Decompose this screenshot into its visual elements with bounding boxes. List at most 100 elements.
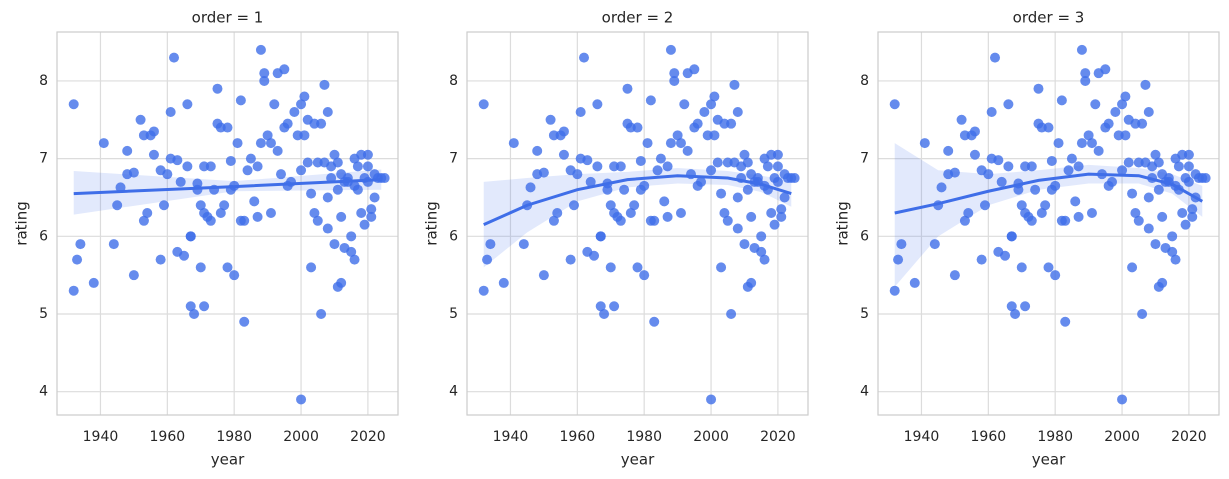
data-point	[1076, 138, 1087, 149]
confidence-band	[483, 167, 792, 268]
data-point	[896, 239, 907, 250]
data-point	[215, 208, 226, 219]
y-tick-label: 5	[449, 306, 458, 322]
data-point	[212, 83, 223, 94]
data-point	[362, 161, 373, 172]
data-point	[629, 200, 640, 211]
data-point	[508, 138, 519, 149]
data-point	[1137, 118, 1148, 129]
data-point	[662, 211, 673, 222]
data-point	[592, 99, 603, 110]
data-point	[558, 126, 569, 137]
data-point	[296, 394, 307, 405]
data-point	[919, 138, 930, 149]
y-tick-label: 7	[860, 151, 869, 167]
data-point	[1143, 192, 1154, 203]
data-point	[336, 277, 347, 288]
data-point	[893, 254, 904, 265]
data-point	[192, 178, 203, 189]
regression-line	[73, 178, 382, 196]
data-point	[478, 285, 489, 296]
data-point	[259, 75, 270, 86]
data-point	[306, 188, 317, 199]
y-tick-label: 7	[449, 151, 458, 167]
data-point	[182, 99, 193, 110]
data-point	[615, 215, 626, 226]
data-point	[1086, 208, 1097, 219]
data-point	[929, 239, 940, 250]
data-point	[1050, 180, 1061, 191]
data-point	[625, 208, 636, 219]
data-point	[963, 208, 974, 219]
data-point	[639, 180, 650, 191]
data-point	[75, 239, 86, 250]
data-point	[979, 200, 990, 211]
data-point	[1040, 200, 1051, 211]
data-point	[1026, 215, 1037, 226]
x-tick-label: 1960	[971, 429, 1007, 445]
y-tick-label: 6	[449, 228, 458, 244]
data-point	[1177, 208, 1188, 219]
data-point	[1140, 79, 1151, 90]
data-point	[1026, 161, 1037, 172]
axes-frame	[56, 31, 399, 416]
data-point	[779, 192, 790, 203]
data-point	[162, 169, 173, 180]
data-point	[739, 239, 750, 250]
data-point	[148, 149, 159, 160]
data-point	[1137, 309, 1148, 320]
data-point	[232, 138, 243, 149]
data-point	[1010, 309, 1021, 320]
subplot: 1940 1960 1980 2000 2020 4 5 6 7 8 order = 1 year ra…	[13, 9, 399, 469]
y-tick-label: 5	[860, 306, 869, 322]
data-point	[1187, 211, 1198, 222]
data-point	[986, 107, 997, 118]
data-point	[1120, 130, 1131, 141]
y-tick-label: 6	[860, 228, 869, 244]
data-point	[1117, 165, 1128, 176]
data-point	[949, 270, 960, 281]
data-point	[976, 254, 987, 265]
data-point	[665, 44, 676, 55]
data-point	[299, 91, 310, 102]
y-axis-label: rating	[13, 201, 31, 245]
data-point	[943, 145, 954, 156]
data-point	[568, 200, 579, 211]
data-point	[969, 126, 980, 137]
x-tick-label: 1980	[626, 429, 662, 445]
data-point	[1060, 316, 1071, 327]
data-point	[579, 52, 590, 63]
data-point	[532, 145, 543, 156]
confidence-band	[894, 143, 1203, 287]
data-point	[485, 239, 496, 250]
data-point	[1163, 173, 1174, 184]
data-point	[1060, 215, 1071, 226]
data-point	[696, 176, 707, 187]
data-point	[565, 254, 576, 265]
data-point	[1006, 301, 1017, 312]
data-point	[319, 79, 330, 90]
data-point	[1157, 277, 1168, 288]
data-point	[1046, 155, 1057, 166]
data-point	[1070, 196, 1081, 207]
data-point	[1127, 188, 1138, 199]
x-tick-label: 2000	[1104, 429, 1140, 445]
data-point	[572, 169, 583, 180]
data-point	[346, 246, 357, 257]
data-point	[219, 200, 230, 211]
confidence-band	[73, 169, 382, 215]
x-tick-label: 1960	[560, 429, 596, 445]
data-point	[759, 254, 770, 265]
data-point	[122, 145, 133, 156]
data-point	[665, 138, 676, 149]
data-point	[306, 262, 317, 273]
data-point	[205, 215, 216, 226]
data-point	[68, 285, 79, 296]
data-point	[255, 44, 266, 55]
regression-line	[483, 174, 792, 227]
data-point	[1103, 118, 1114, 129]
data-point	[639, 270, 650, 281]
data-point	[229, 270, 240, 281]
data-point	[959, 215, 970, 226]
data-point	[169, 52, 180, 63]
